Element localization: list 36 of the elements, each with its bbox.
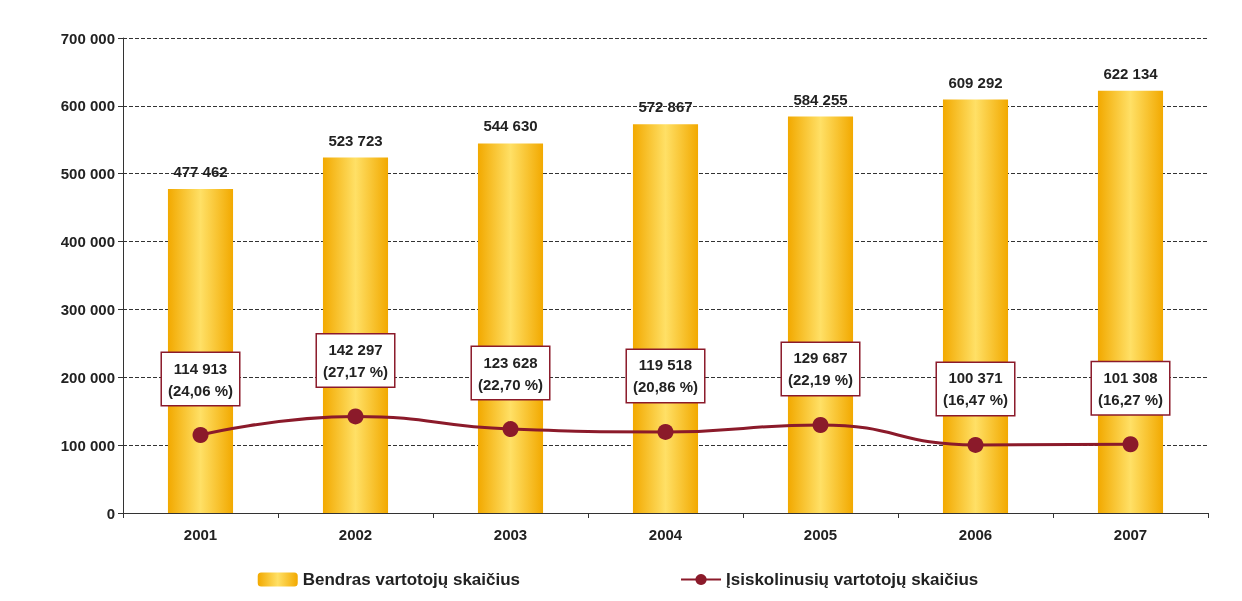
- x-tick-label: 2001: [183, 526, 218, 543]
- data-label: 119 518 (20,86 %): [632, 356, 699, 396]
- data-label: 142 297 (27,17 %): [322, 340, 389, 380]
- y-tick-label: 400 000: [60, 233, 115, 251]
- data-label: 101 308 (16,27 %): [1097, 368, 1164, 408]
- x-tick-label: 2007: [1113, 526, 1148, 543]
- x-tick-label: 2006: [958, 526, 993, 543]
- legend-label: Bendras vartotojų skaičius: [302, 570, 521, 589]
- x-tick-label: 2005: [803, 526, 838, 543]
- y-tick-label: 0: [106, 504, 115, 522]
- data-label: 544 630: [483, 117, 538, 135]
- point: [1122, 436, 1139, 453]
- data-label: 523 723: [328, 131, 383, 149]
- data-label: 100 371 (16,47 %): [942, 369, 1009, 409]
- point: [657, 423, 674, 440]
- y-tick-label: 500 000: [60, 165, 115, 183]
- point: [347, 408, 364, 425]
- point: [967, 436, 984, 453]
- y-tick-label: 700 000: [60, 29, 115, 47]
- data-label: 123 628 (22,70 %): [477, 353, 544, 393]
- data-label: 622 134: [1103, 64, 1159, 82]
- x-tick-label: 2004: [648, 526, 683, 543]
- x-tick-label: 2002: [338, 526, 373, 543]
- y-tick-label: 100 000: [60, 436, 115, 454]
- point: [192, 427, 209, 444]
- x-tick-label: 2003: [493, 526, 528, 543]
- data-label: 584 255: [793, 90, 848, 108]
- data-label: 114 913 (24,06 %): [167, 359, 234, 399]
- point: [812, 417, 829, 433]
- legend-label: Įsiskolinusių vartotojų skaičius: [726, 570, 979, 589]
- y-tick-label: 200 000: [60, 368, 115, 386]
- data-label: 609 292: [948, 73, 1003, 91]
- data-label: 129 687 (22,19 %): [787, 349, 854, 389]
- y-tick-label: 600 000: [60, 97, 115, 115]
- point: [502, 421, 519, 438]
- y-tick-label: 300 000: [60, 300, 115, 318]
